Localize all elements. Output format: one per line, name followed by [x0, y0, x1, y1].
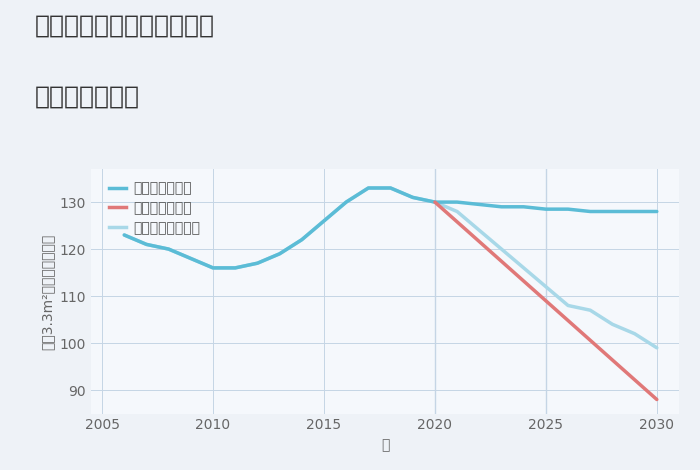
グッドシナリオ — [564, 206, 573, 212]
ノーマルシナリオ — [320, 218, 328, 224]
ノーマルシナリオ — [164, 246, 173, 252]
グッドシナリオ — [608, 209, 617, 214]
グッドシナリオ — [386, 185, 395, 191]
ノーマルシナリオ — [608, 321, 617, 327]
グッドシナリオ — [253, 260, 262, 266]
ノーマルシナリオ — [209, 265, 217, 271]
Legend: グッドシナリオ, バッドシナリオ, ノーマルシナリオ: グッドシナリオ, バッドシナリオ, ノーマルシナリオ — [104, 176, 206, 240]
ノーマルシナリオ — [142, 242, 150, 247]
グッドシナリオ — [120, 232, 129, 238]
ノーマルシナリオ — [231, 265, 239, 271]
ノーマルシナリオ — [564, 303, 573, 308]
ノーマルシナリオ — [631, 331, 639, 337]
ノーマルシナリオ — [430, 199, 439, 205]
Line: ノーマルシナリオ: ノーマルシナリオ — [125, 188, 657, 348]
ノーマルシナリオ — [120, 232, 129, 238]
グッドシナリオ — [631, 209, 639, 214]
ノーマルシナリオ — [475, 227, 484, 233]
ノーマルシナリオ — [453, 209, 461, 214]
グッドシナリオ — [164, 246, 173, 252]
グッドシナリオ — [497, 204, 505, 210]
グッドシナリオ — [652, 209, 661, 214]
グッドシナリオ — [542, 206, 550, 212]
グッドシナリオ — [453, 199, 461, 205]
ノーマルシナリオ — [187, 256, 195, 261]
グッドシナリオ — [231, 265, 239, 271]
Text: 兵庫県西宮市下大市東町の: 兵庫県西宮市下大市東町の — [35, 14, 215, 38]
ノーマルシナリオ — [542, 284, 550, 290]
X-axis label: 年: 年 — [381, 438, 389, 452]
グッドシナリオ — [409, 195, 417, 200]
ノーマルシナリオ — [519, 265, 528, 271]
グッドシナリオ — [364, 185, 372, 191]
グッドシナリオ — [320, 218, 328, 224]
ノーマルシナリオ — [652, 345, 661, 351]
ノーマルシナリオ — [364, 185, 372, 191]
ノーマルシナリオ — [497, 246, 505, 252]
ノーマルシナリオ — [586, 307, 594, 313]
グッドシナリオ — [209, 265, 217, 271]
グッドシナリオ — [586, 209, 594, 214]
グッドシナリオ — [475, 202, 484, 207]
ノーマルシナリオ — [386, 185, 395, 191]
グッドシナリオ — [342, 199, 351, 205]
ノーマルシナリオ — [298, 237, 306, 243]
グッドシナリオ — [187, 256, 195, 261]
Y-axis label: 坪（3.3m²）単価（万円）: 坪（3.3m²）単価（万円） — [40, 233, 54, 350]
グッドシナリオ — [519, 204, 528, 210]
Text: 土地の価格推移: 土地の価格推移 — [35, 85, 140, 109]
グッドシナリオ — [430, 199, 439, 205]
ノーマルシナリオ — [253, 260, 262, 266]
ノーマルシナリオ — [275, 251, 284, 257]
Line: グッドシナリオ: グッドシナリオ — [125, 188, 657, 268]
グッドシナリオ — [275, 251, 284, 257]
グッドシナリオ — [298, 237, 306, 243]
ノーマルシナリオ — [342, 199, 351, 205]
グッドシナリオ — [142, 242, 150, 247]
ノーマルシナリオ — [409, 195, 417, 200]
